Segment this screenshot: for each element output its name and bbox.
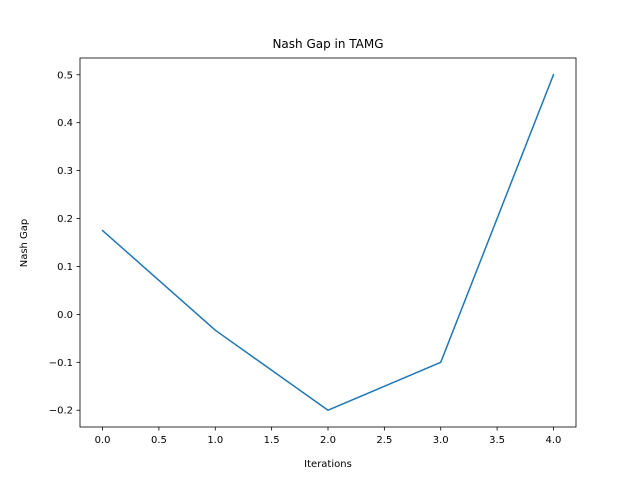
x-tick-label: 3.0 [433, 435, 449, 446]
y-axis-label: Nash Gap [19, 219, 30, 268]
x-tick-label: 2.0 [320, 435, 336, 446]
x-axis-label: Iterations [304, 459, 352, 470]
y-tick-label: 0.0 [57, 310, 73, 321]
x-tick-label: 0.5 [151, 435, 167, 446]
y-tick-label: 0.4 [57, 118, 73, 129]
chart-title: Nash Gap in TAMG [272, 37, 383, 51]
x-tick-label: 4.0 [546, 435, 562, 446]
y-tick-label: −0.1 [49, 358, 73, 369]
x-tick-label: 1.0 [207, 435, 223, 446]
x-tick-label: 0.0 [95, 435, 111, 446]
y-tick-label: 0.3 [57, 166, 73, 177]
x-tick-label: 1.5 [264, 435, 280, 446]
y-tick-label: 0.2 [57, 214, 73, 225]
y-tick-label: 0.5 [57, 70, 73, 81]
plot-area: 0.0 0.5 1.0 1.5 2.0 2.5 3.0 3.5 4.0 −0.2 −0.1 0.0 0.… [49, 57, 577, 446]
y-tick-label: −0.2 [49, 406, 73, 417]
x-tick-label: 3.5 [489, 435, 505, 446]
x-tick-label: 2.5 [376, 435, 392, 446]
y-tick-label: 0.1 [57, 262, 73, 273]
